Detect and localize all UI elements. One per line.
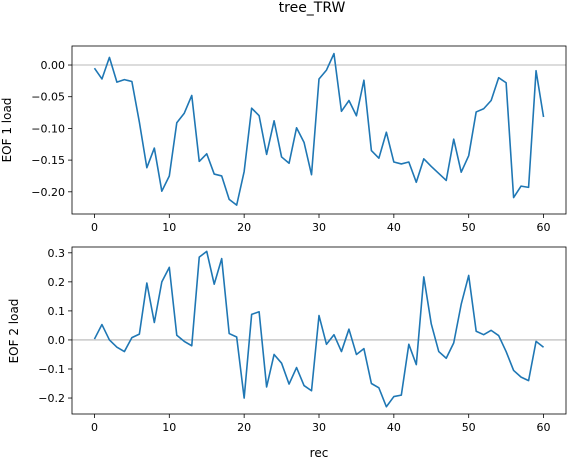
eof1-ytick-label: −0.20	[31, 186, 65, 199]
eof1-ytick-label: −0.05	[31, 91, 65, 104]
eof1-xtick-label: 10	[162, 221, 176, 234]
eof1-xtick-label: 50	[462, 221, 476, 234]
eof2-xtick-label: 30	[312, 421, 326, 434]
eof2-ytick-label: 0.3	[48, 247, 66, 260]
eof2-ytick-label: −0.2	[38, 392, 65, 405]
eof2-ytick-label: 0.2	[48, 276, 66, 289]
eof2-line-series	[93, 250, 545, 408]
eof1-xtick-label: 60	[537, 221, 551, 234]
eof1-ytick-label: 0.00	[41, 59, 66, 72]
eof1-xtick-label: 30	[312, 221, 326, 234]
eof1-line-series	[93, 52, 545, 206]
eof1-x-ticks: 0 10 20 30 40 50 60	[91, 214, 551, 234]
subplot-eof2: 0 10 20 30 40 50 60 0.3 0.2 0.1 0.0 −0.1 −0.2 EOF 2…	[7, 246, 567, 460]
subplot-eof1: 0 10 20 30 40 50 60 0.00 −0.05 −0.10 −0.15 −0.20 E…	[0, 45, 567, 234]
eof2-xtick-label: 50	[462, 421, 476, 434]
eof1-y-ticks: 0.00 −0.05 −0.10 −0.15 −0.20	[31, 59, 72, 199]
eof1-ytick-label: −0.15	[31, 154, 65, 167]
eof1-ytick-label: −0.10	[31, 122, 65, 135]
eof2-x-ticks: 0 10 20 30 40 50 60	[91, 414, 551, 434]
eof1-axes-frame	[71, 45, 567, 215]
eof2-xtick-label: 20	[237, 421, 251, 434]
eof1-xtick-label: 40	[387, 221, 401, 234]
eof2-ytick-label: −0.1	[38, 363, 65, 376]
figure-title: tree_TRW	[279, 0, 346, 16]
eof1-xtick-label: 0	[91, 221, 98, 234]
eof1-ylabel: EOF 1 load	[0, 98, 14, 163]
eof1-xtick-label: 20	[237, 221, 251, 234]
eof2-xtick-label: 0	[91, 421, 98, 434]
eof2-xtick-label: 40	[387, 421, 401, 434]
eof2-ytick-label: 0.1	[48, 305, 66, 318]
eof2-ylabel: EOF 2 load	[7, 299, 21, 364]
eof2-y-ticks: 0.3 0.2 0.1 0.0 −0.1 −0.2	[38, 247, 72, 405]
eof2-xlabel: rec	[310, 446, 329, 460]
eof2-xtick-label: 10	[162, 421, 176, 434]
eof2-xtick-label: 60	[537, 421, 551, 434]
eof2-ytick-label: 0.0	[48, 334, 66, 347]
